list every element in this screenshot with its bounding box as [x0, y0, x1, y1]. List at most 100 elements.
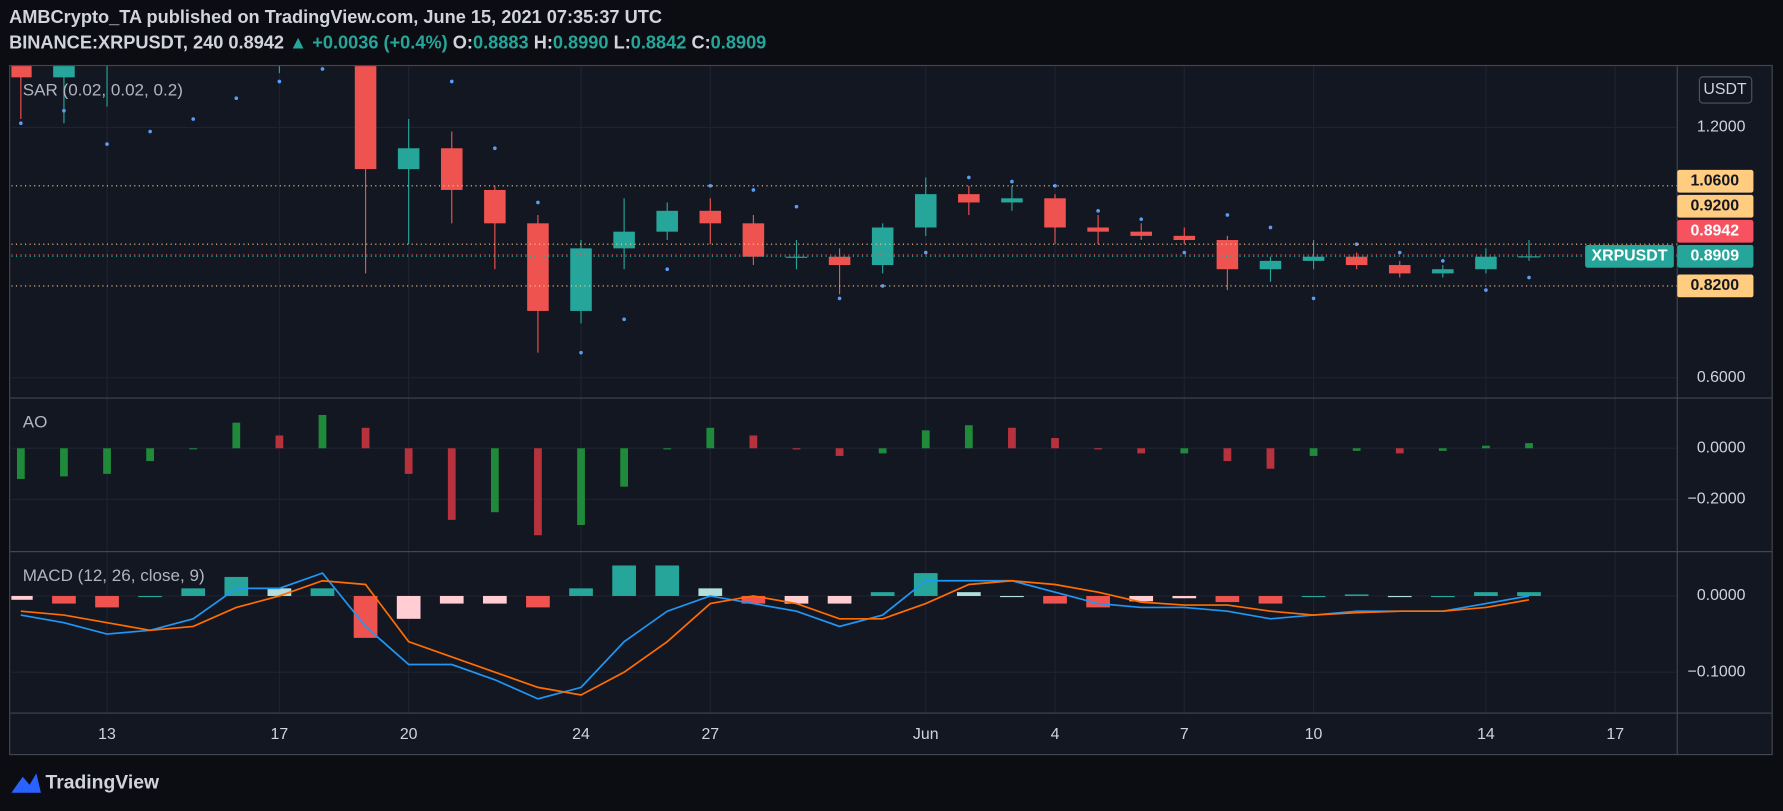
price-label-box [1677, 244, 1754, 268]
candle-body [1173, 235, 1196, 241]
ao-bar [534, 448, 542, 536]
ao-bar [447, 448, 456, 520]
macd-histogram-bar [95, 595, 119, 608]
sar-dot [320, 67, 325, 71]
candle-body [53, 66, 75, 78]
candle-body [527, 223, 549, 311]
ao-bar [60, 448, 68, 477]
candle-body [440, 148, 463, 190]
ao-bar [1395, 448, 1404, 454]
ao-bar [620, 448, 628, 487]
price-label-box [1677, 194, 1754, 218]
sar-dot [536, 200, 540, 205]
macd-histogram-bar [1517, 592, 1541, 596]
y-tick-label: 1.2000 [1697, 119, 1746, 136]
macd-histogram-bar [870, 592, 895, 596]
logo-text: TradingView [45, 773, 159, 794]
sar-dot [1182, 250, 1187, 255]
macd-histogram-bar [1043, 595, 1067, 604]
macd-line [20, 572, 1530, 700]
ao-bar [663, 448, 672, 450]
symbol-box [1585, 244, 1674, 268]
ao-bar [275, 435, 284, 449]
ao-bar [1266, 448, 1275, 469]
ohlc-value: 0.8842 [631, 32, 687, 52]
macd-histogram-bar [11, 595, 33, 600]
symbol-label: XRPUSDT [1591, 248, 1667, 265]
macd-histogram-bar [1215, 595, 1240, 603]
x-tick-label: 17 [271, 726, 289, 743]
ao-bar [16, 448, 25, 479]
price-label-box [1677, 219, 1754, 243]
ao-pane [16, 414, 1533, 536]
ao-bar [1094, 448, 1102, 450]
ao-bar [1309, 448, 1318, 456]
sar-dot [234, 96, 239, 101]
x-tick-label: Jun [913, 726, 939, 743]
ao-bar [1438, 448, 1447, 451]
macd-pane [11, 565, 1541, 700]
price-label: 0.9200 [1690, 197, 1739, 214]
sar-dot [967, 175, 971, 180]
ohlc-key: C: [691, 32, 710, 52]
candle-body [1001, 198, 1023, 203]
symbol-line: BINANCE:XRPUSDT, 240 0.8942 ▲ +0.0036 (+… [9, 32, 766, 52]
pane-title: AO [23, 413, 48, 432]
sar-dot [493, 146, 497, 151]
sar-dot [1354, 242, 1359, 247]
sar-dot [19, 121, 23, 126]
sar-dot [277, 79, 282, 84]
ao-bar [103, 448, 111, 474]
ao-bar [1051, 438, 1059, 449]
unit: USDT [1703, 81, 1747, 98]
ao-bar [706, 427, 715, 449]
x-tick-label: 20 [400, 726, 418, 743]
macd-histogram-bar [52, 595, 76, 604]
macd-histogram-bar [827, 595, 852, 604]
x-tick-label: 17 [1606, 726, 1624, 743]
candle-body [1475, 256, 1497, 270]
ohlc-value: 0.8990 [553, 32, 609, 52]
candle-body [1518, 256, 1540, 258]
change: +0.0036 (+0.4%) [312, 32, 448, 52]
macd-histogram-bar [612, 565, 636, 596]
macd-histogram-bar [526, 595, 550, 608]
candle-body [1130, 231, 1152, 236]
ao-bar [921, 430, 930, 449]
macd-histogram-bar [698, 588, 723, 596]
x-tick-label: 27 [701, 726, 719, 743]
y-tick-label: 0.0000 [1697, 587, 1746, 604]
macd-histogram-bar [396, 595, 421, 619]
y-tick-label: 0.6000 [1697, 369, 1746, 386]
price-label: 0.8942 [1690, 223, 1739, 240]
ohlc-key: L: [614, 32, 631, 52]
sar-dot [880, 284, 885, 288]
y-tick-label: −0.2000 [1688, 491, 1746, 508]
candle-body [1432, 269, 1454, 274]
sar-dot [191, 117, 196, 121]
macd-histogram-bar [181, 588, 206, 596]
macd-histogram-bar [956, 592, 981, 596]
candle-body [785, 256, 808, 258]
candle-body [656, 210, 678, 232]
macd-histogram-bar [569, 588, 593, 596]
ao-bar [835, 448, 844, 456]
macd-histogram-bar [784, 595, 809, 604]
sar-dot [665, 267, 670, 272]
price-label: 0.8909 [1690, 248, 1739, 265]
ao-bar [232, 422, 241, 449]
candle-body [354, 66, 377, 170]
macd-histogram-bar [1387, 595, 1412, 598]
sar-dot [1484, 288, 1488, 292]
sar-dot [1096, 208, 1100, 213]
candle-body [958, 194, 980, 203]
sar-dot [1527, 275, 1531, 280]
ao-bar [749, 435, 758, 449]
ohlc-key: O: [453, 32, 473, 52]
macd-histogram-bar [1474, 592, 1498, 596]
macd-histogram-bar [1301, 595, 1326, 598]
ao-bar [361, 427, 370, 449]
ao-bar [318, 414, 327, 449]
macd-histogram-bar [1344, 594, 1369, 596]
arrow: ▲ [289, 32, 307, 52]
